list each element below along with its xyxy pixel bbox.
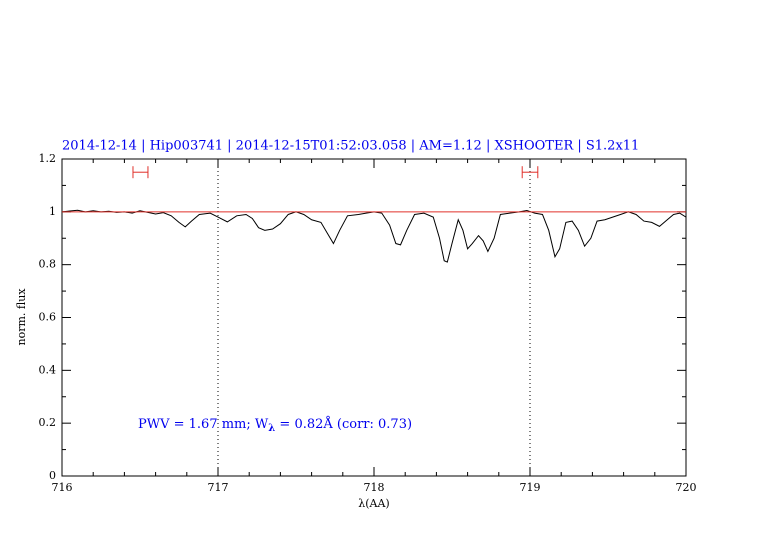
x-axis-label: λ(AA) (358, 497, 389, 510)
y-tick-label: 0.2 (39, 416, 57, 429)
y-axis-label: norm. flux (15, 288, 28, 346)
chart-title: 2014-12-14 | Hip003741 | 2014-12-15T01:5… (62, 139, 639, 154)
annotation-text: PWV = 1.67 mm; W (138, 417, 269, 432)
spectrum-line (61, 209, 687, 263)
x-tick-label: 717 (208, 481, 229, 494)
annotation-subscript: λ (268, 423, 275, 434)
y-tick-label: 1.2 (39, 152, 57, 165)
y-tick-label: 0 (49, 469, 56, 482)
y-tick-label: 0.8 (39, 258, 57, 271)
x-tick-label: 719 (520, 481, 541, 494)
annotation: PWV = 1.67 mm; Wλ = 0.82Å (corr: 0.73) (138, 416, 412, 434)
x-tick-label: 718 (364, 481, 385, 494)
x-tick-label: 720 (676, 481, 697, 494)
y-tick-label: 0.6 (39, 311, 57, 324)
y-tick-label: 1 (49, 205, 56, 218)
annotation-text: = 0.82Å (corr: 0.73) (275, 416, 412, 432)
x-tick-label: 716 (52, 481, 73, 494)
y-tick-label: 0.4 (39, 363, 57, 376)
